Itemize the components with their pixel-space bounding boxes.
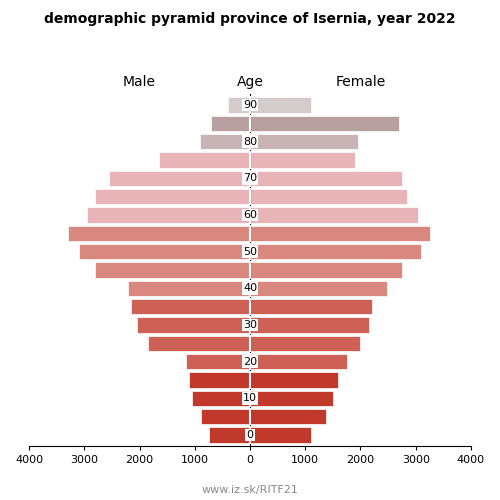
Bar bbox=[250, 116, 399, 131]
Bar bbox=[250, 336, 360, 351]
Bar bbox=[128, 280, 250, 296]
Bar bbox=[250, 427, 311, 443]
Bar bbox=[250, 280, 387, 296]
Text: 50: 50 bbox=[243, 246, 257, 256]
Text: 40: 40 bbox=[243, 284, 257, 294]
Bar bbox=[137, 317, 250, 333]
Bar bbox=[96, 262, 250, 278]
Text: Female: Female bbox=[336, 74, 386, 88]
Text: www.iz.sk/RITF21: www.iz.sk/RITF21 bbox=[202, 485, 298, 495]
Bar bbox=[192, 390, 250, 406]
Bar bbox=[148, 336, 250, 351]
Text: demographic pyramid province of Isernia, year 2022: demographic pyramid province of Isernia,… bbox=[44, 12, 456, 26]
Bar bbox=[250, 207, 418, 223]
Bar bbox=[250, 354, 346, 370]
Text: 30: 30 bbox=[243, 320, 257, 330]
Text: 0: 0 bbox=[246, 430, 254, 440]
Bar bbox=[202, 409, 250, 424]
Text: 90: 90 bbox=[243, 100, 257, 110]
Bar bbox=[250, 372, 338, 388]
Bar bbox=[250, 226, 430, 241]
Bar bbox=[250, 244, 421, 260]
Bar bbox=[250, 317, 369, 333]
Bar bbox=[200, 134, 250, 150]
Text: 20: 20 bbox=[243, 356, 257, 366]
Text: Age: Age bbox=[236, 74, 264, 88]
Bar bbox=[228, 97, 250, 113]
Bar bbox=[212, 116, 250, 131]
Bar bbox=[131, 299, 250, 314]
Bar bbox=[208, 427, 250, 443]
Bar bbox=[96, 189, 250, 204]
Bar bbox=[250, 170, 402, 186]
Bar bbox=[250, 262, 402, 278]
Text: 60: 60 bbox=[243, 210, 257, 220]
Bar bbox=[186, 354, 250, 370]
Bar bbox=[159, 152, 250, 168]
Bar bbox=[250, 390, 333, 406]
Text: 70: 70 bbox=[243, 174, 257, 184]
Bar bbox=[250, 409, 326, 424]
Bar bbox=[250, 189, 408, 204]
Bar bbox=[250, 134, 358, 150]
Text: 80: 80 bbox=[243, 136, 257, 146]
Bar bbox=[250, 152, 355, 168]
Bar bbox=[68, 226, 250, 241]
Bar bbox=[250, 299, 372, 314]
Bar bbox=[79, 244, 250, 260]
Bar bbox=[87, 207, 250, 223]
Bar bbox=[250, 97, 311, 113]
Bar bbox=[109, 170, 250, 186]
Text: Male: Male bbox=[123, 74, 156, 88]
Text: 10: 10 bbox=[243, 394, 257, 404]
Bar bbox=[189, 372, 250, 388]
